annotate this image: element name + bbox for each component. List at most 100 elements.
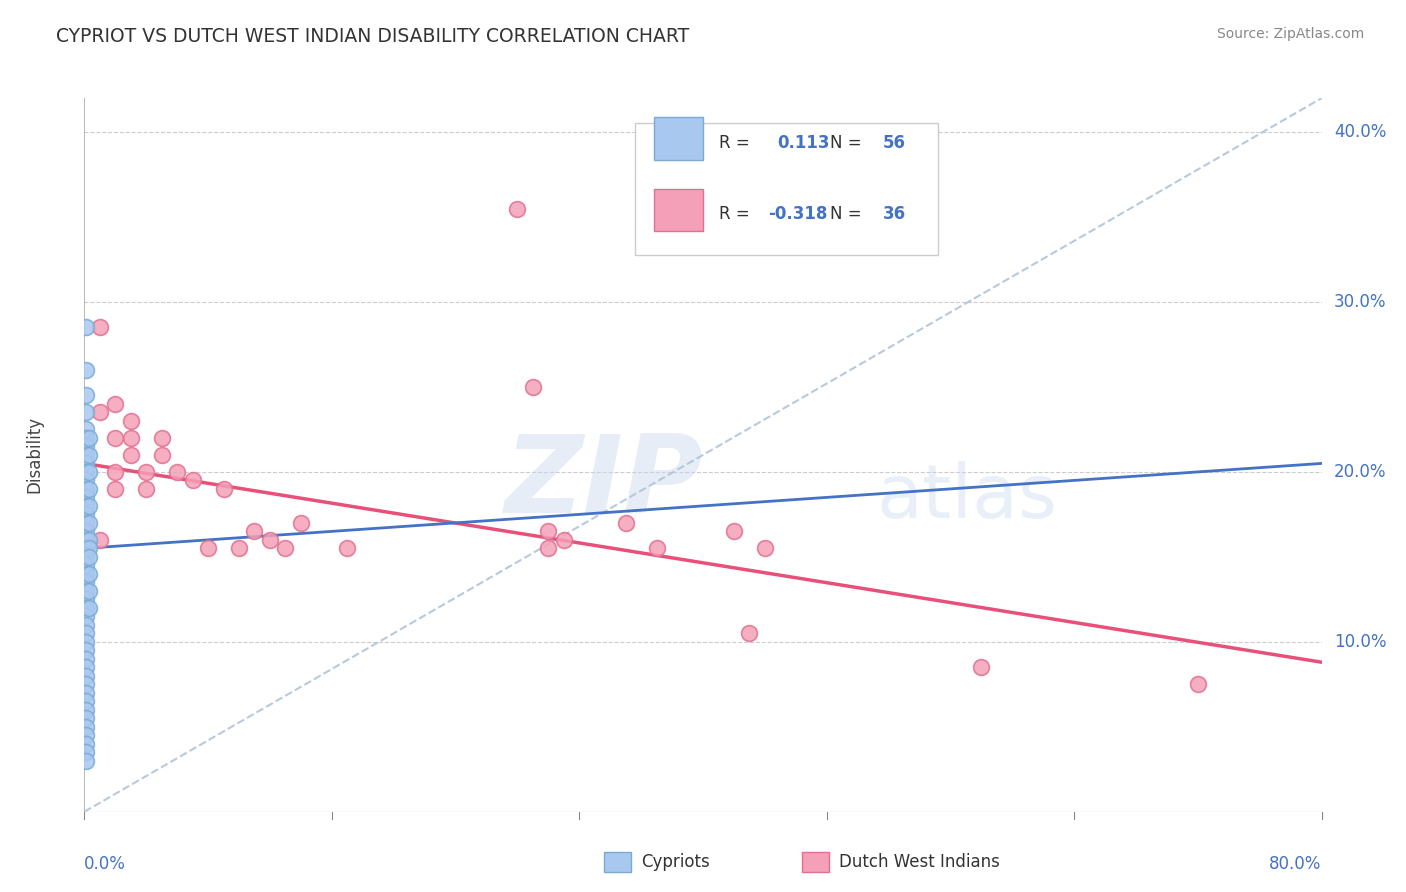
Point — [77, 448, 100, 462]
Point — [75, 575, 97, 590]
Point — [77, 431, 100, 445]
Point — [228, 541, 250, 556]
Text: R =: R = — [718, 134, 749, 152]
Point — [150, 448, 173, 462]
Point — [135, 482, 157, 496]
Point — [75, 422, 97, 436]
Point — [75, 669, 97, 683]
Point — [522, 380, 544, 394]
Text: ZIP: ZIP — [505, 431, 703, 536]
Point — [77, 600, 100, 615]
Point — [75, 499, 97, 513]
Point — [104, 431, 127, 445]
Text: -0.318: -0.318 — [769, 205, 828, 223]
Point — [645, 541, 668, 556]
Point — [75, 592, 97, 607]
FancyBboxPatch shape — [654, 188, 703, 231]
Text: 20.0%: 20.0% — [1334, 463, 1386, 481]
Point — [75, 457, 97, 471]
Point — [1187, 677, 1209, 691]
Point — [75, 720, 97, 734]
Text: Cypriots: Cypriots — [641, 853, 710, 871]
Point — [75, 711, 97, 725]
Point — [75, 626, 97, 640]
Point — [970, 660, 993, 674]
Point — [181, 474, 204, 488]
Point — [75, 516, 97, 530]
Text: atlas: atlas — [876, 461, 1057, 534]
Point — [75, 320, 97, 334]
FancyBboxPatch shape — [605, 852, 631, 871]
Point — [75, 363, 97, 377]
Point — [75, 600, 97, 615]
Point — [75, 474, 97, 488]
Point — [77, 499, 100, 513]
Point — [77, 549, 100, 564]
Point — [75, 745, 97, 759]
Text: 56: 56 — [883, 134, 905, 152]
Point — [243, 524, 266, 539]
Point — [75, 448, 97, 462]
Point — [259, 533, 281, 547]
Text: N =: N = — [831, 205, 862, 223]
Point — [120, 448, 142, 462]
Point — [75, 652, 97, 666]
Text: 0.113: 0.113 — [778, 134, 830, 152]
Point — [75, 541, 97, 556]
Point — [75, 703, 97, 717]
Point — [77, 533, 100, 547]
Point — [75, 524, 97, 539]
Point — [77, 516, 100, 530]
Text: Source: ZipAtlas.com: Source: ZipAtlas.com — [1216, 27, 1364, 41]
Point — [120, 431, 142, 445]
Point — [75, 405, 97, 419]
Point — [135, 465, 157, 479]
Text: N =: N = — [831, 134, 862, 152]
Text: R =: R = — [718, 205, 749, 223]
Point — [75, 737, 97, 751]
Point — [75, 583, 97, 598]
Text: 36: 36 — [883, 205, 905, 223]
Point — [89, 320, 111, 334]
Point — [614, 516, 637, 530]
Point — [77, 541, 100, 556]
Point — [75, 677, 97, 691]
Point — [75, 728, 97, 742]
Point — [75, 491, 97, 505]
Point — [75, 643, 97, 657]
Text: CYPRIOT VS DUTCH WEST INDIAN DISABILITY CORRELATION CHART: CYPRIOT VS DUTCH WEST INDIAN DISABILITY … — [56, 27, 689, 45]
Point — [537, 541, 560, 556]
Point — [77, 566, 100, 581]
Point — [754, 541, 776, 556]
Point — [212, 482, 235, 496]
Point — [104, 482, 127, 496]
Text: 0.0%: 0.0% — [84, 855, 127, 872]
Point — [77, 465, 100, 479]
Point — [166, 465, 188, 479]
Point — [75, 566, 97, 581]
Text: Disability: Disability — [25, 417, 44, 493]
Point — [75, 558, 97, 573]
Point — [75, 660, 97, 674]
Point — [75, 431, 97, 445]
Point — [506, 202, 529, 216]
Text: 10.0%: 10.0% — [1334, 632, 1386, 651]
Point — [75, 694, 97, 708]
Point — [336, 541, 359, 556]
Point — [75, 439, 97, 453]
Point — [75, 617, 97, 632]
Point — [150, 431, 173, 445]
Point — [75, 388, 97, 402]
Point — [75, 549, 97, 564]
Text: 40.0%: 40.0% — [1334, 123, 1386, 141]
FancyBboxPatch shape — [801, 852, 830, 871]
Text: 80.0%: 80.0% — [1270, 855, 1322, 872]
FancyBboxPatch shape — [636, 123, 938, 255]
Point — [290, 516, 312, 530]
Point — [120, 414, 142, 428]
Point — [75, 754, 97, 768]
Point — [77, 482, 100, 496]
Point — [75, 482, 97, 496]
Point — [89, 533, 111, 547]
Point — [89, 405, 111, 419]
